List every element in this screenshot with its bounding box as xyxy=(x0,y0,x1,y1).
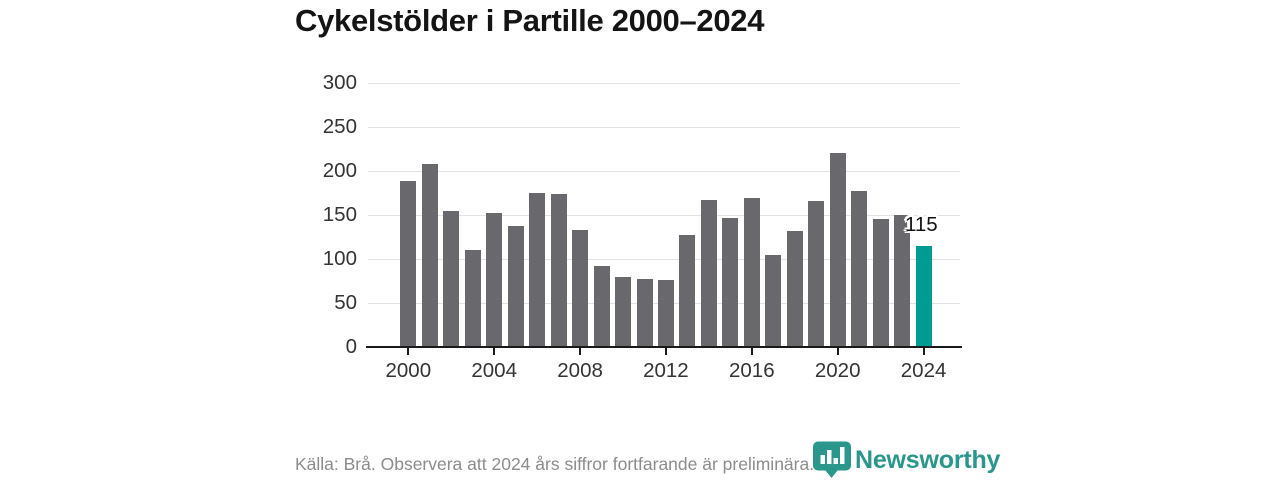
bar-2014 xyxy=(700,200,717,347)
bar-2007 xyxy=(550,193,567,347)
bar-2012 xyxy=(657,279,674,347)
x-axis-tick-label-2020: 2020 xyxy=(814,359,861,382)
x-axis-tick-label-2012: 2012 xyxy=(643,359,689,382)
x-axis-tick-label-2016: 2016 xyxy=(728,359,775,382)
bar-2023 xyxy=(894,214,911,347)
bar-2017 xyxy=(765,255,782,347)
bar-2004 xyxy=(486,213,503,347)
x-axis-tick-label-2008: 2008 xyxy=(557,359,603,382)
gridline-200 xyxy=(368,171,960,172)
bar-2009 xyxy=(593,265,610,347)
y-axis-tick-label: 300 xyxy=(322,71,357,95)
bar-2022 xyxy=(872,219,889,347)
bar-2013 xyxy=(679,235,696,347)
newsworthy-wordmark: Newsworthy xyxy=(855,446,1001,474)
x-axis-tick-2012 xyxy=(664,348,667,355)
y-axis-tick-label: 100 xyxy=(322,246,357,270)
x-axis-line xyxy=(366,345,962,348)
x-axis-tick-label-2000: 2000 xyxy=(385,359,432,382)
gridline-100 xyxy=(368,258,960,260)
bar-2011 xyxy=(636,278,653,347)
y-axis-tick-label: 200 xyxy=(322,159,357,182)
newsworthy-banner-bar-chart-icon xyxy=(812,441,852,480)
y-axis-tick-label: 0 xyxy=(345,334,357,358)
x-axis-tick-2004 xyxy=(493,348,496,355)
value-label-2024: 115 xyxy=(905,213,938,236)
bar-2019 xyxy=(808,200,825,347)
x-axis-tick-2020 xyxy=(836,348,839,355)
gridline-250 xyxy=(368,127,960,129)
source-note: Källa: Brå. Observera att 2024 års siffr… xyxy=(295,454,815,474)
bar-2001 xyxy=(421,164,438,347)
bar-2015 xyxy=(722,218,739,347)
bar-2016 xyxy=(743,198,760,347)
bar-2010 xyxy=(615,277,631,347)
bar-2024 xyxy=(915,245,932,347)
gridline-300 xyxy=(368,83,960,85)
x-axis-tick-2008 xyxy=(579,348,582,355)
x-axis-tick-2016 xyxy=(750,348,753,355)
x-axis-tick-2000 xyxy=(407,348,410,355)
bar-2000 xyxy=(400,180,417,347)
y-axis-tick-label: 50 xyxy=(334,290,357,314)
x-axis-tick-2024 xyxy=(922,348,925,355)
bar-2003 xyxy=(464,250,481,347)
gridline-150 xyxy=(368,214,960,216)
bar-2021 xyxy=(851,191,868,347)
bar-2006 xyxy=(529,193,546,347)
x-axis-tick-label-2004: 2004 xyxy=(471,359,517,382)
x-axis-tick-label-2024: 2024 xyxy=(900,359,947,382)
bar-2018 xyxy=(786,230,803,347)
y-axis-tick-label: 150 xyxy=(322,202,357,226)
bar-2002 xyxy=(443,211,460,347)
y-axis-tick-label: 250 xyxy=(322,115,357,139)
newsworthy-logo: Newsworthy xyxy=(812,441,1000,480)
chart-title: Cykelstölder i Partille 2000–2024 xyxy=(295,3,765,38)
bar-2020 xyxy=(829,152,846,347)
bar-2008 xyxy=(572,229,589,347)
bar-2005 xyxy=(507,226,524,347)
